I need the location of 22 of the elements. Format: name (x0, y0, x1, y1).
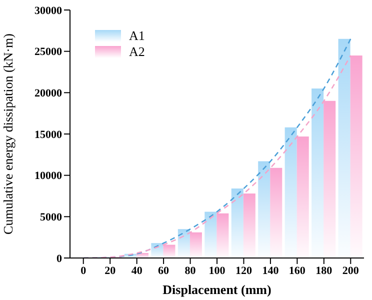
x-tick-label: 120 (235, 264, 252, 277)
x-tick-label: 0 (80, 264, 87, 277)
x-axis-title: Displacement (mm) (162, 282, 272, 297)
x-tick-label: 200 (342, 264, 360, 277)
x-tick-label: 140 (262, 264, 280, 277)
y-axis-title: Cumulative energy dissipation (kN·m) (0, 34, 16, 234)
y-tick-label: 25000 (34, 46, 62, 58)
y-tick-label: 5000 (40, 212, 62, 224)
x-tick-label: 180 (316, 264, 333, 277)
x-tick-label: 20 (104, 264, 116, 277)
legend-label: A2 (129, 44, 145, 60)
y-tick-label: 20000 (34, 88, 62, 100)
y-tick-label: 0 (56, 252, 62, 265)
y-tick-label: 15000 (34, 128, 62, 141)
legend-label: A1 (129, 28, 145, 44)
x-tick-label: 60 (158, 264, 170, 277)
y-tick-label: 30000 (34, 4, 62, 17)
x-tick-label: 160 (288, 264, 306, 277)
x-tick-label: 80 (184, 264, 196, 277)
x-tick-label: 40 (131, 264, 143, 277)
y-tick-label: 10000 (34, 170, 62, 182)
x-tick-label: 100 (208, 264, 226, 277)
